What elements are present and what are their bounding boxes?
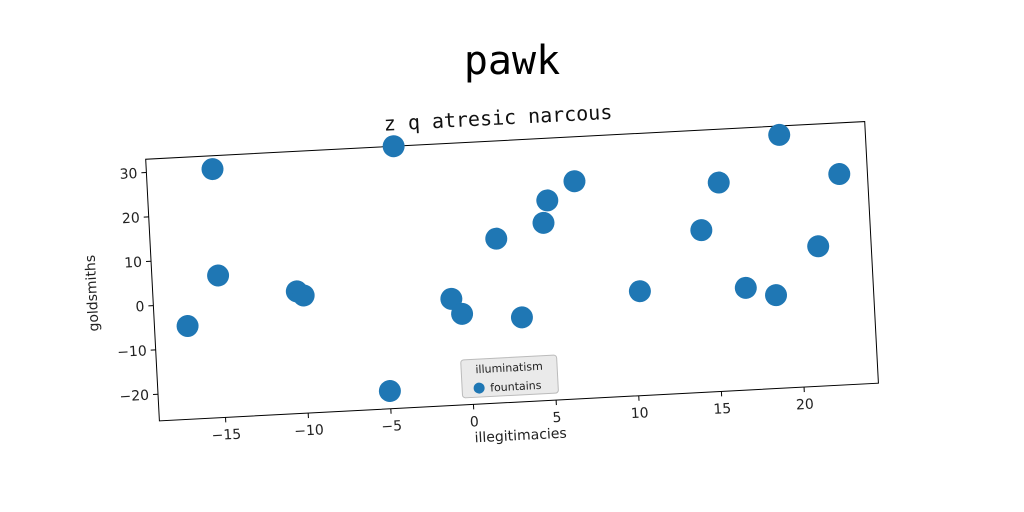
data-point <box>382 135 405 158</box>
data-point <box>828 163 851 186</box>
x-tick-label: 0 <box>470 414 480 430</box>
data-point <box>176 315 199 338</box>
data-point <box>536 189 559 212</box>
data-point <box>451 302 474 325</box>
x-tick-label: −15 <box>211 427 241 445</box>
axes-frame <box>145 121 879 422</box>
legend-title: illuminatism <box>475 360 543 377</box>
y-tick-label: 30 <box>119 166 138 183</box>
y-tick-label: −20 <box>119 388 149 406</box>
y-tick-label: 20 <box>122 210 141 227</box>
chart-plot-group: z q atresic narcous −15 −10 −5 0 5 10 15 20 −20… <box>83 100 879 447</box>
data-point <box>292 284 315 307</box>
data-point <box>207 264 230 287</box>
chart-title: z q atresic narcous <box>383 100 613 136</box>
data-point <box>628 280 651 303</box>
x-axis-label: illegitimacies <box>474 426 567 447</box>
legend: illuminatism fountains <box>460 354 559 399</box>
x-tick-label: 5 <box>552 410 562 426</box>
legend-marker <box>473 382 485 394</box>
x-tick-label: 15 <box>713 401 732 418</box>
data-point <box>532 211 555 234</box>
data-point <box>707 171 730 194</box>
data-point <box>734 276 757 299</box>
data-point <box>510 306 533 329</box>
legend-box <box>460 354 559 399</box>
legend-entry-fountains: fountains <box>490 379 542 395</box>
data-point <box>201 158 224 181</box>
y-tick-label: 10 <box>124 255 143 272</box>
data-point <box>563 170 586 193</box>
data-point <box>485 227 508 250</box>
y-tick-label: 0 <box>135 299 145 315</box>
data-point <box>768 123 791 146</box>
data-point <box>690 219 713 242</box>
y-axis-label: goldsmiths <box>83 254 103 331</box>
data-point <box>765 284 788 307</box>
data-point <box>807 235 830 258</box>
x-tick-label: 20 <box>796 397 815 414</box>
data-points <box>176 123 851 403</box>
data-point <box>378 380 401 403</box>
y-axis-ticks: −20 −10 0 10 20 30 <box>117 166 159 406</box>
x-tick-label: −5 <box>381 418 402 435</box>
x-axis-ticks: −15 −10 −5 0 5 10 15 20 <box>211 387 815 445</box>
x-tick-label: −10 <box>294 422 324 440</box>
x-tick-label: 10 <box>630 405 649 422</box>
y-tick-label: −10 <box>117 343 147 361</box>
figure-title: pawk <box>463 38 561 84</box>
